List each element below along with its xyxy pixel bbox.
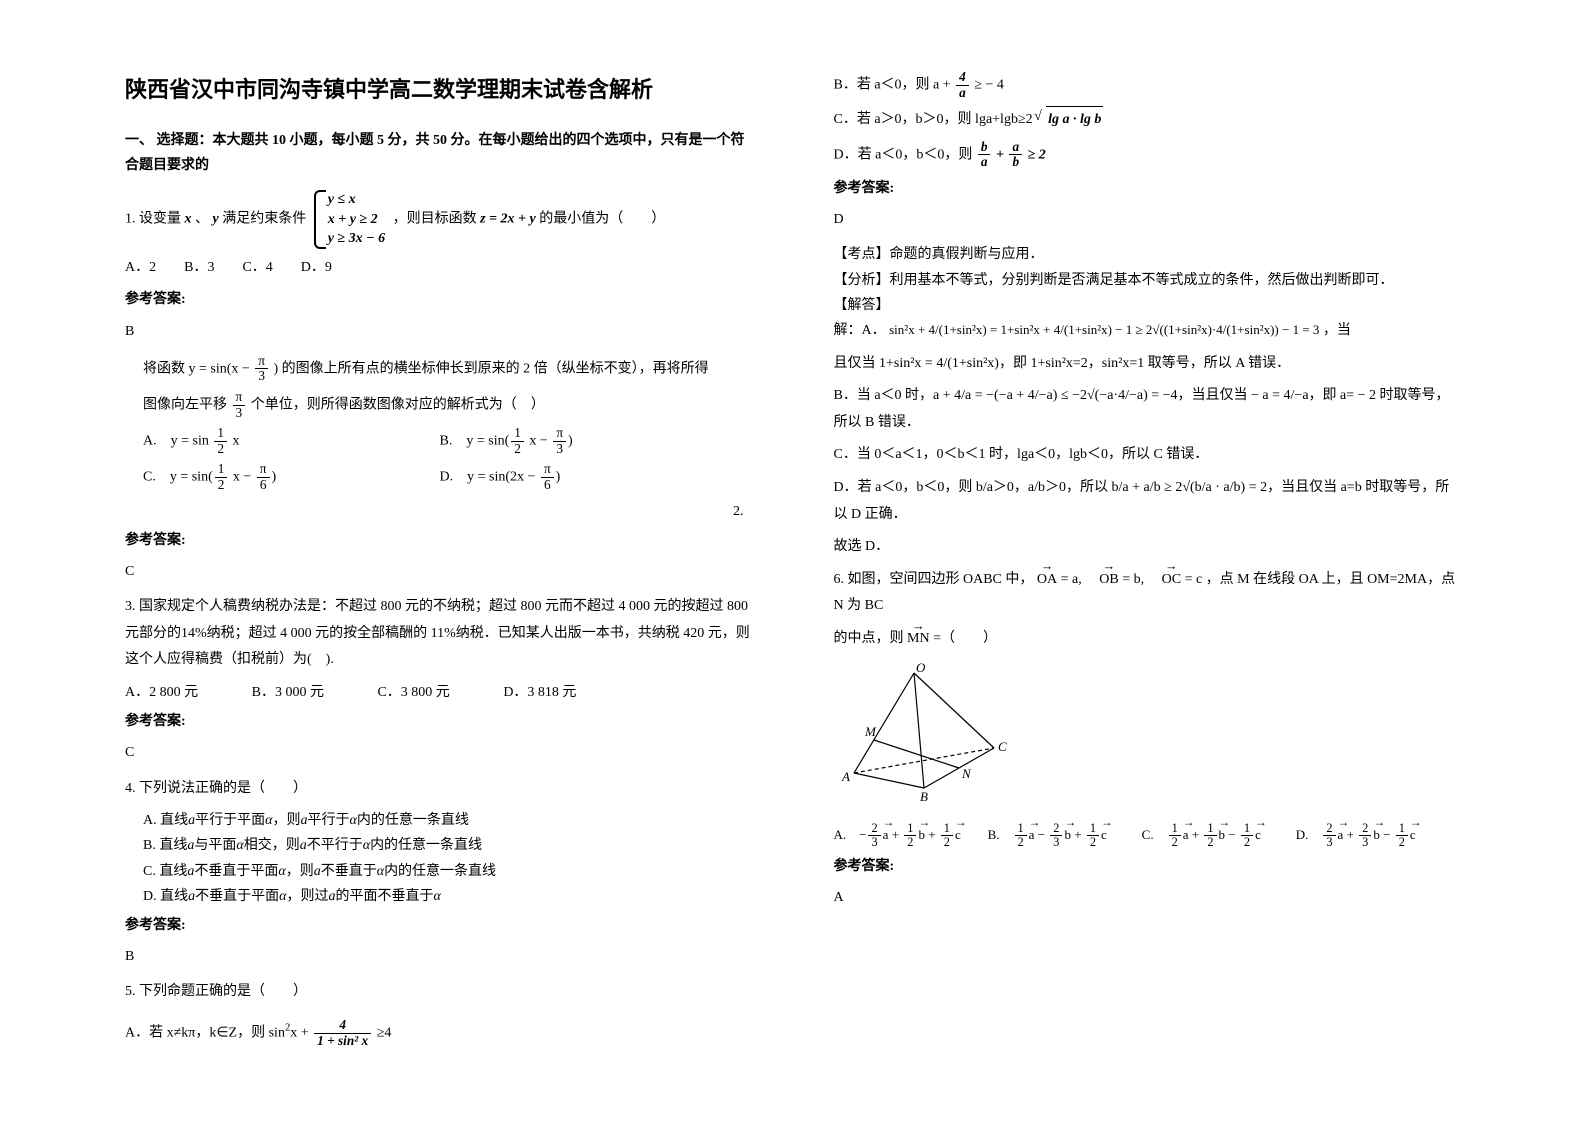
q5-final: 故选 D．	[834, 534, 1463, 561]
q2-optB: B. y = sin(12 x − π3)	[440, 426, 733, 456]
svg-text:M: M	[864, 724, 877, 739]
q3-optA: A．2 800 元	[125, 680, 198, 705]
svg-text:N: N	[961, 766, 972, 781]
q1-stem-pre: 1. 设变量	[125, 212, 181, 227]
svg-text:B: B	[920, 789, 928, 803]
q1-constraints: y ≤ x x + y ≥ 2 y ≥ 3x − 6	[314, 190, 385, 249]
q3-answer: C	[125, 740, 754, 765]
q3-optB: B．3 000 元	[252, 680, 324, 705]
tetrahedron-svg: O M A B C N	[834, 663, 1014, 803]
q5-solC: C．当 0＜a＜1，0＜b＜1 时，lga＜0，lgb＜0，所以 C 错误．	[834, 442, 1463, 469]
q1-sep: 、	[195, 212, 209, 227]
q4-optB: B. 直线a与平面α相交，则a不平行于α内的任意一条直线	[143, 833, 754, 858]
pi-over-3: π3	[255, 354, 268, 384]
q2-stem1-post: ) 的图像上所有点的横坐标伸长到原来的 2 倍（纵坐标不变），再将所得	[274, 361, 709, 376]
q6-answer: A	[834, 885, 1463, 910]
q1-answer: B	[125, 319, 754, 344]
q6-optA: A. −23a + 12b + 12c	[834, 822, 985, 850]
q5-fenxi: 【分析】利用基本不等式，分别判断是否满足基本不等式成立的条件，然后做出判断即可．	[834, 268, 1463, 293]
q1-cond1: y ≤ x	[328, 190, 385, 210]
q2-line2: 图像向左平移 π3 个单位，则所得函数图像对应的解析式为（ ）	[143, 390, 754, 420]
q3-optC: C．3 800 元	[377, 680, 449, 705]
q4-optD: D. 直线a不垂直于平面α，则过a的平面不垂直于α	[143, 884, 754, 909]
q5-kaodian: 【考点】命题的真假判断与应用．	[834, 242, 1463, 267]
document-title: 陕西省汉中市同沟寺镇中学高二数学理期末试卷含解析	[125, 70, 754, 110]
q1-cond2: x + y ≥ 2	[328, 210, 385, 230]
q5-optA: A．若 x≠kπ，k∈Z，则 sin2x + 41 + sin² x ≥4	[125, 1018, 754, 1048]
ref-answer-label-4: 参考答案:	[125, 913, 754, 938]
q3-options: A．2 800 元 B．3 000 元 C．3 800 元 D．3 818 元	[125, 680, 754, 705]
q2-optC: C. y = sin(12 x − π6)	[143, 462, 436, 492]
vec-ob: OB	[1099, 567, 1118, 594]
q2-stem2-post: 个单位，则所得函数图像对应的解析式为（ ）	[251, 397, 545, 412]
vec-oc: OC	[1162, 567, 1181, 594]
q4-optC: C. 直线a不垂直于平面α，则a不垂直于α内的任意一条直线	[143, 859, 754, 884]
ref-answer-label: 参考答案:	[125, 287, 754, 312]
q1-var-y: y	[213, 212, 219, 227]
q6-optD: D. 23a + 23b − 12c	[1296, 822, 1447, 850]
q1-var-x: x	[185, 212, 192, 227]
q4-optA: A. 直线a平行于平面α，则a平行于α内的任意一条直线	[143, 808, 754, 833]
q5-optC: C．若 a＞0，b＞0，则 lga+lgb≥2 lg a · lg b	[834, 106, 1463, 134]
ref-answer-label-5: 参考答案:	[834, 176, 1463, 201]
q1-mid: 满足约束条件	[222, 212, 306, 227]
q1-cond3: y ≥ 3x − 6	[328, 229, 385, 249]
q5-answer: D	[834, 207, 1463, 232]
q2-stem1-pre: 将函数 y = sin(x −	[143, 361, 253, 376]
q2-optD: D. y = sin(2x − π6)	[440, 462, 733, 492]
q2-options: A. y = sin 12 x B. y = sin(12 x − π3) C.…	[143, 426, 754, 499]
question-1: 1. 设变量 x 、 y 满足约束条件 y ≤ x x + y ≥ 2 y ≥ …	[125, 190, 754, 249]
q2-stem2-pre: 图像向左平移	[143, 397, 227, 412]
q6-stem-line2: 的中点，则 MN =（ ）	[834, 626, 1463, 653]
q3-stem: 3. 国家规定个人稿费纳税办法是：不超过 800 元的不纳税；超过 800 元而…	[125, 594, 754, 674]
q4-stem: 4. 下列说法正确的是（ ）	[125, 776, 754, 803]
q1-obj: z = 2x + y	[480, 212, 536, 227]
q3-optD: D．3 818 元	[503, 680, 576, 705]
vec-mn: MN	[907, 626, 930, 653]
section-header: 一、 选择题：本大题共 10 小题，每小题 5 分，共 50 分。在每小题给出的…	[125, 128, 754, 178]
q6-optB: B. 12a − 23b + 12c	[988, 822, 1139, 850]
pi-over-3b: π3	[233, 390, 246, 420]
q4-answer: B	[125, 944, 754, 969]
ref-answer-label-6: 参考答案:	[834, 854, 1463, 879]
vec-oa: OA	[1037, 567, 1057, 594]
q5-solD: D．若 a＜0，b＜0，则 b/a＞0，a/b＞0，所以 b/a + a/b ≥…	[834, 475, 1463, 528]
q5-solB: B．当 a＜0 时，a + 4/a = −(−a + 4/−a) ≤ −2√(−…	[834, 383, 1463, 436]
q6-stem: 6. 如图，空间四边形 OABC 中， OA = a, OB = b, OC =…	[834, 567, 1463, 620]
svg-text:O: O	[916, 663, 926, 675]
q1-post: ，则目标函数	[393, 212, 477, 227]
q5-jieda-label: 【解答】	[834, 293, 1463, 318]
ref-answer-label-3: 参考答案:	[125, 709, 754, 734]
q6-optC: C. 12a + 12b − 12c	[1142, 822, 1293, 850]
q6-diagram: O M A B C N	[834, 663, 1463, 812]
q2-line1: 将函数 y = sin(x − π3 ) 的图像上所有点的横坐标伸长到原来的 2…	[143, 354, 754, 384]
q2-tail-num: 2.	[125, 499, 754, 524]
q1-tail: 的最小值为（ ）	[539, 212, 665, 227]
q5-optB: B．若 a＜0，则 a + 4a ≥ − 4	[834, 70, 1463, 100]
q5-solA: 解：A． sin²x + 4/(1+sin²x) = 1+sin²x + 4/(…	[834, 318, 1463, 345]
svg-text:A: A	[841, 769, 850, 784]
q6-options: A. −23a + 12b + 12c B. 12a − 23b + 12c C…	[834, 822, 1463, 850]
q2-optA: A. y = sin 12 x	[143, 426, 436, 456]
ref-answer-label-2: 参考答案:	[125, 528, 754, 553]
q2-answer: C	[125, 559, 754, 584]
q5-optD: D．若 a＜0，b＜0，则 ba + ab ≥ 2	[834, 140, 1463, 170]
svg-text:C: C	[998, 739, 1007, 754]
q1-options: A．2 B．3 C．4 D．9	[125, 255, 754, 282]
q5-stem: 5. 下列命题正确的是（ ）	[125, 979, 754, 1006]
q5-solA-line2: 且仅当 1+sin²x = 4/(1+sin²x)，即 1+sin²x=2，si…	[834, 351, 1463, 378]
